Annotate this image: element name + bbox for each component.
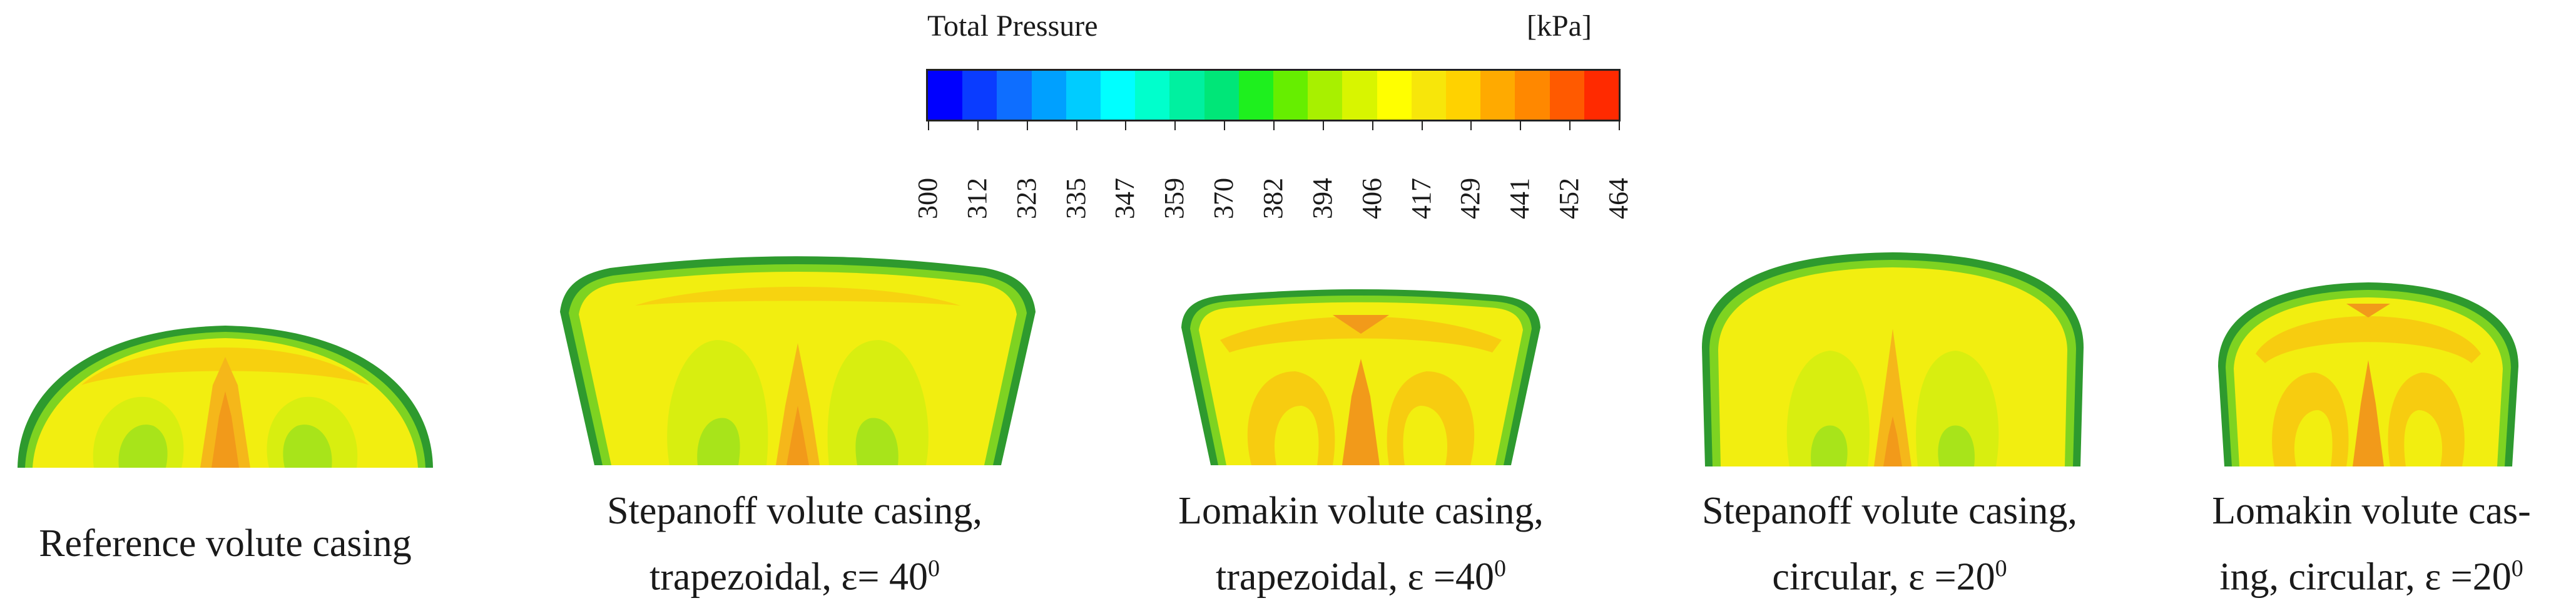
colorbar-tick-label: 417 [1405,178,1437,219]
colorbar-tick [1125,121,1127,130]
caption-line1: Stepanoff volute casing, [607,490,982,532]
caption-line1: Lomakin volute casing, [1178,490,1544,532]
colorbar-segment [1066,71,1101,120]
exponent: 0 [2511,555,2523,582]
colorbar-segment [1515,71,1550,120]
colorbar-segment [1342,71,1377,120]
colorbar-tick [977,121,979,130]
colorbar-tick [1372,121,1373,130]
colorbar-segment [1031,71,1066,120]
colorbar-tick [1322,121,1324,130]
caption-line2: ing, circular, ε =200 [2219,555,2523,599]
colorbar-segment [1238,71,1274,120]
colorbar-tick-label: 429 [1455,178,1486,219]
colorbar-segment [1101,71,1136,120]
colorbar-segment [928,71,963,120]
colorbar-tick [1273,121,1275,130]
colorbar-tick-label: 382 [1258,178,1288,219]
colorbar-segment [1549,71,1584,120]
colorbar-tick-label: 300 [912,178,943,219]
colorbar-tick [1619,121,1620,130]
caption-line2: trapezoidal, ε =400 [1216,555,1506,599]
colorbar-tick-label: 323 [1011,178,1042,219]
colorbar-title: Total Pressure [927,9,1098,43]
colorbar-segment [1446,71,1481,120]
contour-lomakin-circular [2218,282,2518,466]
colorbar-tick [1174,121,1176,130]
caption-stepanoff-trapezoidal: Stepanoff volute casing, trapezoidal, ε=… [544,482,1045,606]
colorbar-segment [1135,71,1170,120]
colorbar-unit: [kPa] [1527,9,1592,43]
caption-reference-line1: Reference volute casing [39,522,412,565]
colorbar-tick-label: 464 [1603,178,1634,219]
contour-stepanoff-trapezoidal [560,256,1036,465]
colorbar-tick [1421,121,1423,130]
colorbar-tick-label: 335 [1060,178,1091,219]
colorbar-tick-label: 406 [1356,178,1387,219]
contour-stepanoff-circular [1702,252,2084,466]
caption-lomakin-trapezoidal: Lomakin volute casing, trapezoidal, ε =4… [1114,482,1608,606]
colorbar-tick [1076,121,1077,130]
colorbar-tick-label: 347 [1109,178,1141,219]
caption-line2: trapezoidal, ε= 400 [649,555,940,599]
colorbar-segment [997,71,1032,120]
colorbar-segment [1377,71,1412,120]
colorbar-tick-label: 359 [1159,178,1190,219]
colorbar-tick-label: 452 [1554,178,1585,219]
colorbar [926,69,1621,121]
colorbar-tick-label: 370 [1208,178,1240,219]
colorbar-tick [1026,121,1028,130]
caption-line2: circular, ε =200 [1772,555,2007,599]
exponent: 0 [1995,555,2007,582]
colorbar-tick-label: 441 [1504,178,1535,219]
colorbar-segment [962,71,997,120]
caption-reference: Reference volute casing [6,515,444,572]
colorbar-tick-label: 312 [961,178,992,219]
colorbar-tick [1569,121,1571,130]
exponent: 0 [927,555,940,582]
colorbar-segment [1584,71,1619,120]
caption-line1: Lomakin volute cas- [2212,490,2531,532]
colorbar-segment [1411,71,1447,120]
colorbar-tick [1520,121,1522,130]
colorbar-segment [1273,71,1308,120]
caption-stepanoff-circular: Stepanoff volute casing, circular, ε =20… [1639,482,2140,606]
contour-lomakin-trapezoidal [1181,289,1540,465]
colorbar-tick [1470,121,1472,130]
colorbar-tick [1224,121,1226,130]
caption-lomakin-circular: Lomakin volute cas- ing, circular, ε =20… [2177,482,2565,606]
colorbar-tick-label: 394 [1306,178,1338,219]
colorbar-tick [928,121,929,130]
colorbar-segment [1169,71,1204,120]
caption-line1: Stepanoff volute casing, [1702,490,2077,532]
colorbar-segment [1308,71,1343,120]
exponent: 0 [1494,555,1506,582]
contour-reference [18,326,433,468]
colorbar-segment [1204,71,1239,120]
colorbar-segment [1480,71,1515,120]
